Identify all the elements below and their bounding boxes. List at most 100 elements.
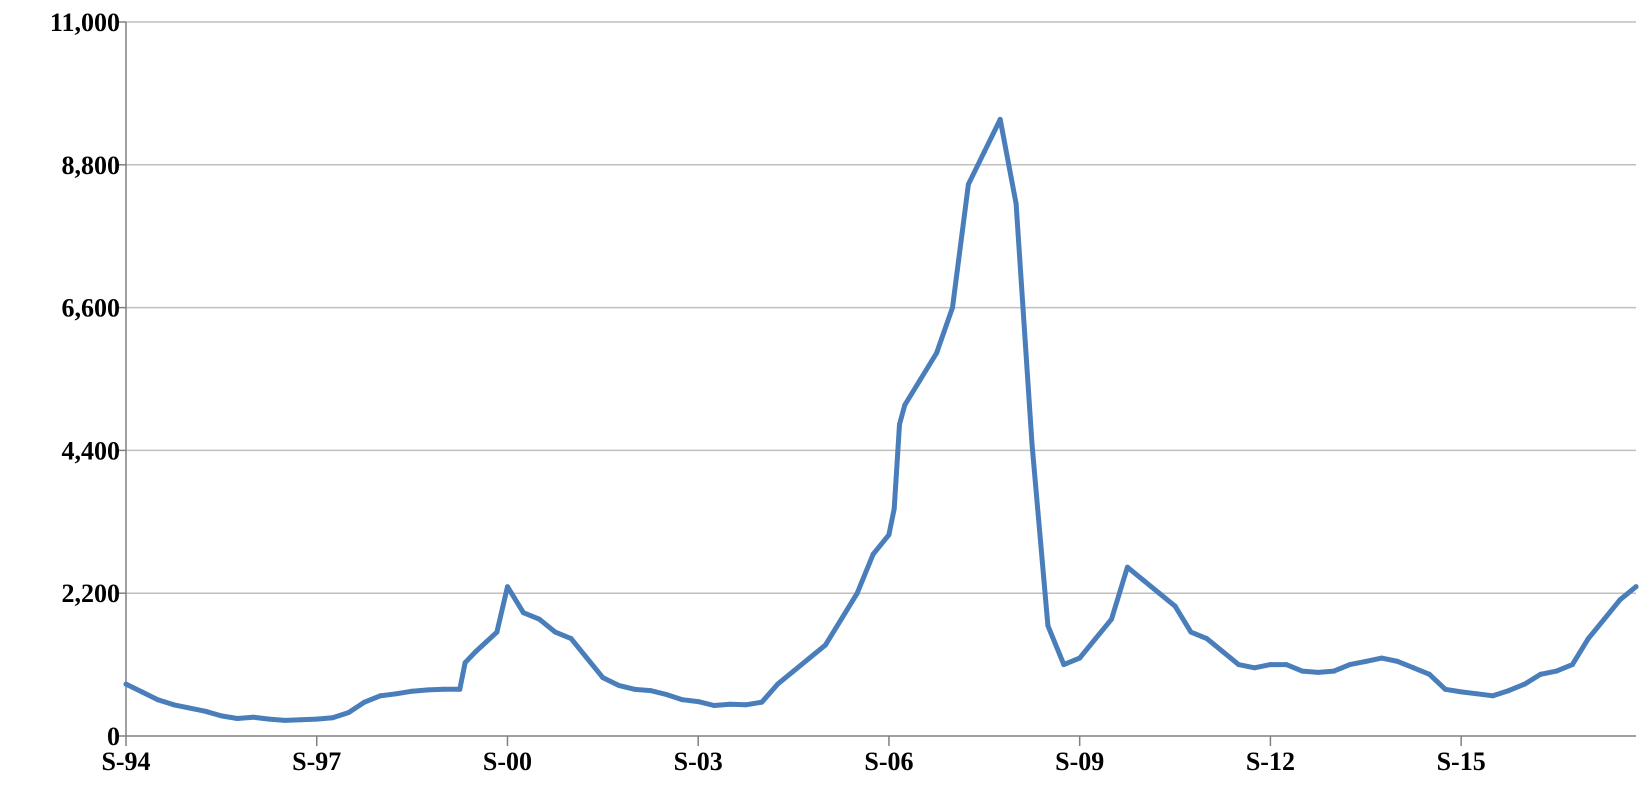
data-point [648,688,653,694]
series-line [123,116,1639,723]
data-point [981,149,987,155]
data-point [1554,668,1559,674]
data-point [1267,662,1273,668]
data-point [838,616,844,622]
y-tick-label: 0 [107,722,120,751]
x-tick-label: S-06 [864,747,913,776]
data-point [1188,629,1194,635]
data-point [1236,662,1242,668]
y-tick-label: 2,200 [62,579,121,608]
data-point [1506,688,1512,694]
data-point [663,692,669,697]
data-point [1585,636,1591,642]
data-point [441,686,447,692]
data-point [1522,681,1528,687]
data-point [1458,689,1464,695]
data-point [505,584,510,590]
y-tick-label: 11,000 [50,8,120,37]
x-tick-label: S-97 [292,747,341,776]
data-point [1633,584,1639,590]
data-point [695,699,701,705]
data-point [1538,671,1544,677]
data-point [171,702,177,708]
data-point [891,506,897,512]
data-point [1363,658,1369,664]
data-point [1299,668,1305,674]
data-point [1124,564,1130,570]
data-point [330,715,336,721]
x-tick-label: S-03 [674,747,723,776]
series-layer [123,116,1639,723]
data-point [1061,662,1067,668]
data-point [1490,693,1496,699]
data-point [1172,603,1178,609]
data-point [1077,655,1083,661]
data-point [1109,616,1114,622]
data-point [1426,671,1432,677]
data-point [918,376,924,382]
data-point [520,610,526,616]
tick-labels: 0 2,200 4,400 6,600 8,800 11,000 S-94 S-97 S-00 S… [50,8,1486,776]
data-point [346,710,351,716]
data-point [743,702,749,708]
data-point [854,590,860,596]
data-point [250,714,256,720]
data-point [1029,441,1035,447]
data-point [1331,668,1337,674]
data-point [727,701,733,707]
data-point [950,305,955,311]
data-point [616,682,622,688]
data-point [1220,649,1226,655]
data-point [155,697,161,703]
data-point [1315,669,1321,675]
data-point [807,655,812,661]
data-point [409,688,415,694]
data-point [123,681,129,687]
data-point [473,649,479,655]
data-point [1093,636,1099,642]
data-point [203,708,208,714]
y-tick-label: 6,600 [62,294,121,323]
data-point [282,717,288,723]
data-point [457,686,463,692]
data-point [361,699,367,705]
data-point [1347,662,1353,668]
data-point [218,713,224,719]
data-point [1379,655,1385,661]
data-point [139,689,145,695]
data-point [791,668,797,674]
x-tick-label: S-94 [101,747,150,776]
data-point [902,402,908,408]
data-point [775,681,781,687]
data-point [1283,662,1289,668]
data-point [1395,658,1401,664]
data-point [1411,665,1416,671]
x-tick-label: S-15 [1437,747,1486,776]
data-point [822,642,828,648]
data-point [965,181,971,187]
data-point [483,639,489,645]
data-point [552,629,558,635]
data-point [1204,636,1210,642]
data-point [536,616,542,622]
data-point [1013,201,1019,207]
x-tick-label: S-00 [483,747,532,776]
data-point [584,655,590,661]
data-point [1140,577,1146,583]
data-point [187,705,193,711]
data-point [314,716,320,722]
axes [118,21,1636,746]
data-point [1045,623,1051,629]
data-point [1617,597,1623,603]
data-point [393,691,399,697]
data-point [462,660,468,666]
data-point [897,421,902,427]
data-point [494,629,500,635]
data-point [1569,662,1575,668]
data-point [298,717,304,723]
data-point [997,116,1003,122]
data-point [266,716,272,722]
data-point [600,675,606,681]
